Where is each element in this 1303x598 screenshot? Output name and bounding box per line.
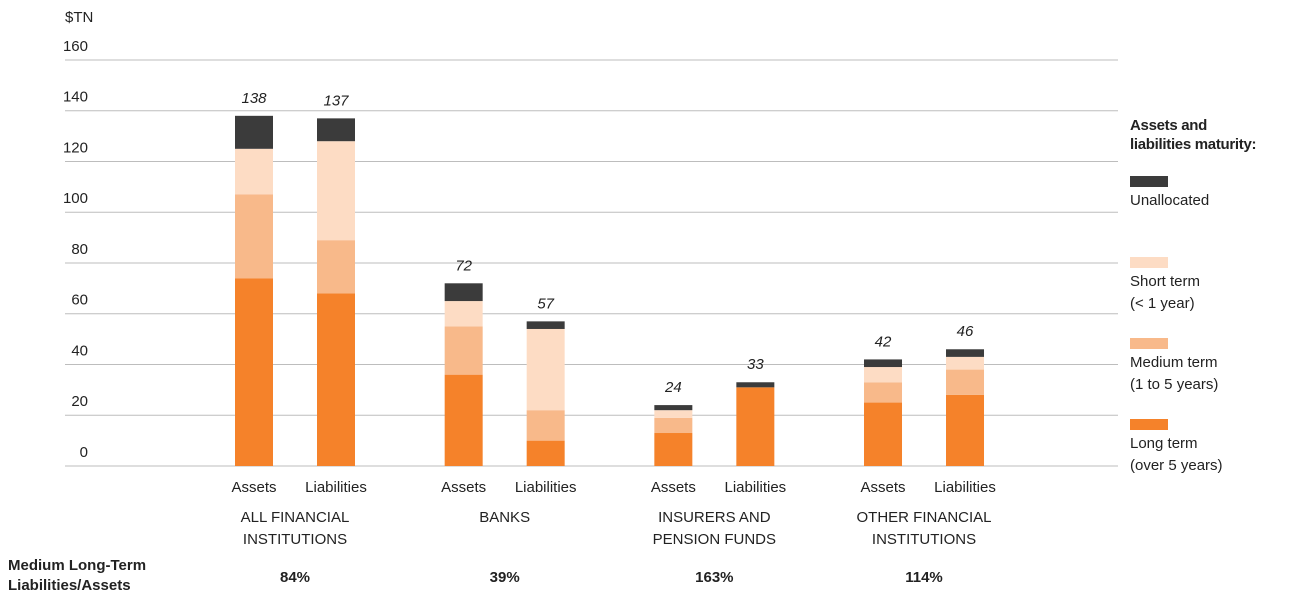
group-label: ALL FINANCIAL INSTITUTIONS (240, 509, 350, 548)
y-tick-label: 120 (63, 139, 88, 156)
bar-segment (235, 148, 273, 195)
bar-segment (946, 356, 985, 370)
bar-segment (235, 194, 273, 279)
bar-segment (736, 382, 775, 388)
total-label: 137 (323, 92, 349, 109)
group-label: OTHER FINANCIAL INSTITUTIONS (856, 509, 992, 548)
y-tick-label: 60 (71, 292, 88, 309)
total-label: 72 (455, 257, 472, 274)
y-tick-label: 0 (80, 444, 88, 461)
total-label: 24 (664, 379, 682, 396)
bar-segment (317, 240, 355, 294)
x-tick-label: Assets (231, 479, 276, 496)
total-label: 42 (875, 333, 892, 350)
x-tick-label: Liabilities (515, 479, 577, 496)
bar-segment (654, 417, 693, 434)
legend-item: Medium term (1 to 5 years) (1130, 338, 1303, 419)
y-tick-label: 140 (63, 89, 88, 106)
bar-segment (946, 369, 985, 395)
ratio-value: 114% (905, 569, 943, 586)
x-tick-label: Assets (861, 479, 906, 496)
legend-swatch (1130, 176, 1168, 187)
bar-segment (526, 440, 565, 466)
bar-segment (317, 293, 355, 466)
legend-label: Short term (< 1 year) (1130, 273, 1201, 312)
x-tick-label: Assets (651, 479, 696, 496)
bar-segment (736, 387, 775, 466)
y-tick-label: 160 (63, 38, 88, 55)
y-axis-label: $TN (65, 9, 93, 26)
bar-segment (864, 359, 903, 368)
legend-label: Long term (over 5 years) (1130, 435, 1223, 474)
bar-segment (864, 382, 903, 403)
bar-segment (654, 433, 693, 466)
x-tick-label: Liabilities (724, 479, 786, 496)
group-label: INSURERS AND PENSION FUNDS (652, 509, 776, 548)
bar-segment (864, 402, 903, 466)
total-label: 57 (537, 295, 554, 312)
y-tick-label: 40 (71, 342, 88, 359)
total-label: 33 (747, 356, 764, 373)
bar-segment (317, 118, 355, 142)
bar-segment (526, 410, 565, 441)
total-label: 46 (957, 323, 974, 340)
bar-segment (317, 141, 355, 241)
x-tick-label: Liabilities (934, 479, 996, 496)
y-tick-label: 20 (71, 393, 88, 410)
ratio-value: 39% (489, 569, 520, 586)
ratio-label: Medium Long-Term Liabilities/Assets (8, 557, 147, 594)
bar-segment (946, 349, 985, 357)
legend-swatch (1130, 257, 1168, 268)
legend: Assets and liabilities maturity: Unalloc… (1130, 116, 1303, 500)
bar-segment (235, 278, 273, 466)
y-tick-label: 100 (63, 190, 88, 207)
bar-segment (864, 367, 903, 383)
y-tick-label: 80 (71, 241, 88, 258)
legend-item: Short term (< 1 year) (1130, 257, 1303, 338)
bar-segment (526, 321, 565, 329)
legend-item: Unallocated (1130, 176, 1303, 257)
ratio-value: 163% (695, 569, 734, 586)
bar-segment (235, 115, 273, 149)
legend-swatch (1130, 419, 1168, 430)
bar-segment (946, 394, 985, 466)
group-label: BANKS (479, 509, 531, 526)
ratio-value: 84% (279, 569, 311, 586)
legend-label: Medium term (1 to 5 years) (1130, 354, 1219, 393)
bar-segment (444, 374, 483, 466)
legend-title: Assets and liabilities maturity: (1130, 117, 1257, 153)
bar-segment (444, 283, 483, 302)
bar-segment (444, 326, 483, 375)
total-label: 138 (241, 90, 267, 107)
legend-item: Long term (over 5 years) (1130, 419, 1303, 500)
legend-label: Unallocated (1130, 192, 1210, 209)
x-tick-label: Assets (441, 479, 486, 496)
bar-segment (444, 301, 483, 327)
legend-swatch (1130, 338, 1168, 349)
bar-segment (526, 328, 565, 411)
bar-segment (654, 410, 693, 418)
x-tick-label: Liabilities (305, 479, 367, 496)
bar-segment (654, 405, 693, 411)
